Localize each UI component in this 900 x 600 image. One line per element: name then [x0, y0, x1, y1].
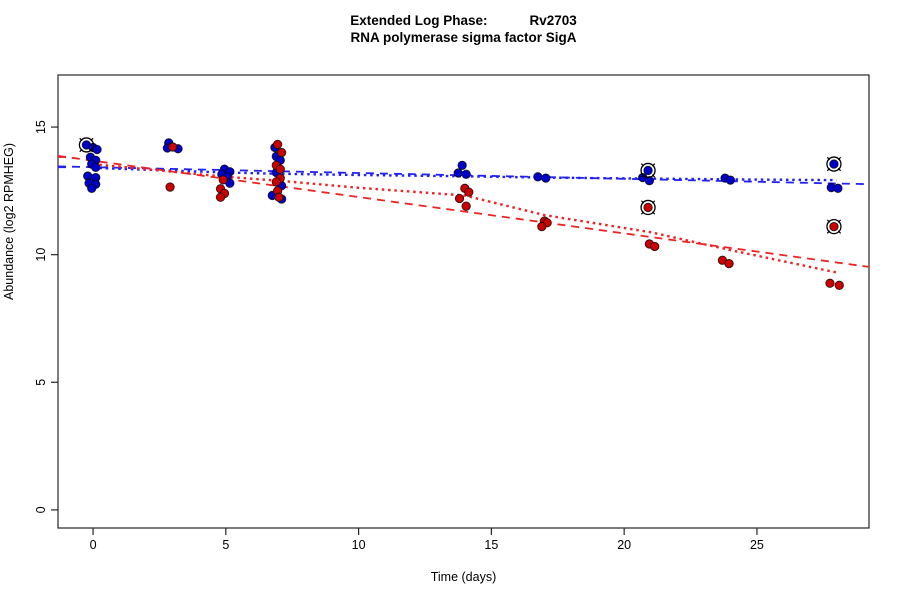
plot-subtitle: RNA polymerase sigma factor SigA [350, 30, 577, 45]
data-point-blue [644, 176, 655, 186]
y-tick-label: 0 [34, 506, 48, 513]
circled-point-notch [651, 211, 656, 215]
data-point-blue [461, 169, 471, 179]
x-tick-label: 15 [484, 538, 498, 552]
data-point-red [650, 241, 660, 252]
data-point-blue [87, 183, 97, 193]
plot-title-gene: Rv2703 [529, 13, 577, 28]
circled-point-notch [90, 148, 94, 153]
circled-point-ring [78, 137, 95, 153]
data-point-red [834, 280, 844, 290]
plot-title-main: Extended Log Phase: [350, 13, 488, 28]
data-point-red [825, 278, 835, 288]
data-point-red [275, 164, 285, 174]
data-point-blue [92, 144, 102, 155]
x-tick-label: 0 [90, 538, 97, 552]
circled-point-notch [651, 200, 656, 204]
x-tick-label: 20 [617, 538, 631, 552]
circled-point-ring [640, 199, 656, 216]
circled-point-notch [651, 163, 656, 167]
circled-point-notch [640, 174, 645, 178]
data-point-red [272, 139, 283, 150]
data-point-red [829, 221, 839, 232]
circled-point-notch [79, 148, 83, 153]
plot-title: Extended Log Phase: Rv2703 [58, 12, 869, 29]
x-tick-label: 5 [222, 538, 229, 552]
x-tick-label: 10 [352, 538, 366, 552]
circled-point-notch [826, 230, 831, 234]
data-point-red [274, 192, 284, 202]
circled-point-notch [826, 156, 831, 161]
circled-point-ring [640, 162, 656, 179]
data-point-blue [91, 162, 101, 173]
circled-point-notch [640, 163, 645, 167]
data-point-red [276, 147, 287, 158]
circled-point-ring [826, 218, 842, 235]
data-point-blue [725, 175, 736, 185]
red-fit-dotted [92, 162, 837, 274]
data-point-red [168, 142, 178, 152]
data-point-red [464, 187, 474, 197]
data-point-red [271, 177, 281, 187]
plot-frame [57, 74, 870, 529]
data-point-red [724, 258, 734, 269]
circled-point-notch [640, 200, 645, 204]
data-point-red [215, 192, 226, 202]
circled-point-notch [837, 230, 842, 234]
data-point-blue [833, 183, 843, 193]
data-point-blue [533, 172, 543, 182]
data-point-red [643, 202, 653, 213]
y-tick-label: 10 [34, 248, 48, 262]
circled-point-notch [826, 167, 831, 172]
data-point-blue [541, 173, 551, 183]
circled-point-ring [826, 156, 842, 172]
circled-point-notch [79, 137, 83, 142]
circled-point-notch [837, 219, 842, 223]
circled-point-notch [837, 156, 842, 161]
data-point-blue [457, 160, 467, 170]
data-point-red [461, 201, 471, 211]
data-point-red [165, 182, 175, 192]
circled-point-notch [651, 174, 656, 178]
data-point-red [454, 193, 465, 204]
y-axis-label: Abundance (log2 RPMHEG) [2, 142, 16, 300]
data-point-red [218, 175, 228, 185]
data-point-red [537, 221, 547, 232]
circled-point-notch [826, 219, 831, 223]
data-point-blue [643, 165, 653, 176]
data-point-blue [453, 168, 463, 178]
y-tick-label: 5 [34, 379, 48, 386]
data-point-blue [829, 159, 839, 169]
y-tick-label: 15 [34, 120, 48, 134]
red-regression-dashed [57, 155, 870, 268]
x-tick-label: 25 [750, 538, 764, 552]
circled-point-notch [640, 211, 645, 215]
x-axis-label: Time (days) [430, 570, 497, 584]
circled-point-notch [90, 137, 94, 142]
plot-title-block: Extended Log Phase: Rv2703 RNA polymerase… [58, 12, 869, 46]
circled-point-notch [837, 167, 842, 172]
